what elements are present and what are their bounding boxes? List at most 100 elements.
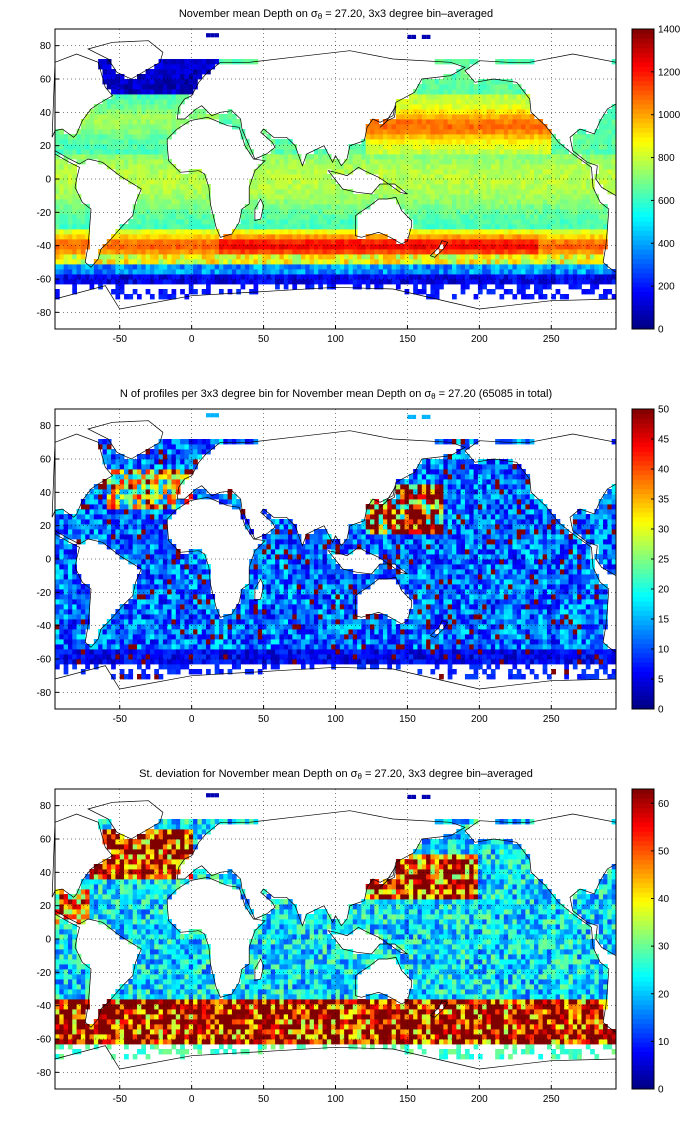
heatmap-cell [275, 219, 280, 225]
heatmap-cell [404, 159, 410, 165]
heatmap-cell [503, 99, 509, 105]
heatmap-cell [102, 124, 108, 130]
heatmap-cell [382, 119, 388, 125]
heatmap-cell [93, 644, 99, 650]
heatmap-cell [171, 99, 177, 105]
heatmap-cell [236, 279, 241, 285]
heatmap-cell [503, 89, 509, 95]
heatmap-cell [145, 264, 151, 270]
heatmap-cell [210, 33, 215, 38]
heatmap-cell [456, 79, 462, 85]
heatmap-cell [503, 119, 509, 125]
heatmap-cell [378, 184, 384, 190]
heatmap-cell [262, 129, 267, 135]
heatmap-cell [469, 264, 474, 270]
heatmap-cell [136, 664, 142, 670]
heatmap-cell [421, 169, 427, 175]
heatmap-cell [214, 229, 220, 235]
heatmap-cell [67, 209, 73, 215]
heatmap-cell [210, 64, 216, 70]
heatmap-cell [188, 269, 194, 275]
heatmap-cell [503, 659, 509, 665]
heatmap-cell [572, 284, 578, 290]
heatmap-cell [339, 644, 345, 650]
heatmap-cell [361, 164, 367, 170]
heatmap-cell [318, 184, 323, 190]
heatmap-cell [542, 659, 548, 665]
heatmap-cell [516, 219, 522, 225]
heatmap-cell [460, 179, 466, 185]
heatmap-cell [546, 159, 552, 165]
heatmap-cell [464, 59, 470, 65]
heatmap-cell [106, 109, 112, 115]
heatmap-cell [395, 199, 401, 205]
heatmap-cell [546, 249, 552, 255]
heatmap-cell [257, 279, 263, 285]
heatmap-cell [430, 199, 436, 205]
heatmap-cell [400, 99, 405, 105]
heatmap-cell [93, 274, 99, 280]
heatmap-cell [63, 184, 69, 190]
heatmap-cell [568, 154, 574, 160]
colorbar-segment [632, 207, 654, 213]
heatmap-cell [512, 234, 518, 240]
heatmap-cell [521, 124, 526, 130]
heatmap-cell [275, 279, 280, 285]
heatmap-cell [240, 134, 246, 140]
heatmap-cell [158, 674, 164, 680]
heatmap-cell [85, 279, 90, 285]
heatmap-cell [76, 229, 82, 235]
heatmap-cell [486, 119, 492, 125]
heatmap-cell [305, 269, 311, 275]
heatmap-cell [111, 289, 116, 295]
heatmap-cell [335, 159, 341, 165]
heatmap-cell [464, 119, 470, 125]
heatmap-cell [439, 114, 444, 120]
heatmap-cell [206, 224, 211, 230]
heatmap-cell [171, 84, 177, 90]
heatmap-cell [214, 33, 219, 38]
heatmap-cell [262, 174, 267, 180]
heatmap-cell [249, 669, 254, 675]
heatmap-cell [607, 154, 613, 160]
heatmap-cell [503, 159, 509, 165]
heatmap-cell [434, 229, 440, 235]
heatmap-cell [408, 119, 414, 125]
heatmap-cell [63, 219, 69, 225]
heatmap-cell [352, 269, 358, 275]
heatmap-cell [59, 219, 65, 225]
heatmap-cell [521, 184, 526, 190]
heatmap-cell [262, 209, 267, 215]
heatmap-cell [67, 189, 73, 195]
heatmap-cell [534, 249, 539, 255]
heatmap-cell [309, 159, 315, 165]
heatmap-cell [158, 104, 164, 110]
heatmap-cell [270, 179, 276, 185]
heatmap-cell [318, 259, 323, 265]
heatmap-cell [236, 654, 241, 660]
heatmap-cell [490, 254, 496, 260]
heatmap-cell [460, 249, 466, 255]
heatmap-cell [551, 229, 556, 235]
heatmap-cell [283, 189, 289, 195]
heatmap-cell [538, 169, 544, 175]
heatmap-cell [387, 169, 392, 175]
heatmap-cell [67, 154, 73, 160]
heatmap-cell [236, 244, 241, 250]
heatmap-cell [128, 669, 134, 675]
heatmap-cell [391, 644, 397, 650]
heatmap-cell [171, 259, 177, 265]
heatmap-cell [408, 164, 414, 170]
heatmap-cell [275, 229, 280, 235]
heatmap-cell [499, 294, 505, 300]
colorbar-segment [632, 29, 654, 35]
heatmap-cell [473, 234, 479, 240]
heatmap-cell [456, 239, 462, 245]
heatmap-cell [305, 209, 311, 215]
heatmap-cell [508, 94, 513, 100]
heatmap-cell [572, 234, 578, 240]
heatmap-cell [149, 89, 155, 95]
heatmap-cell [115, 74, 121, 80]
heatmap-cell [430, 184, 436, 190]
heatmap-cell [292, 239, 298, 245]
